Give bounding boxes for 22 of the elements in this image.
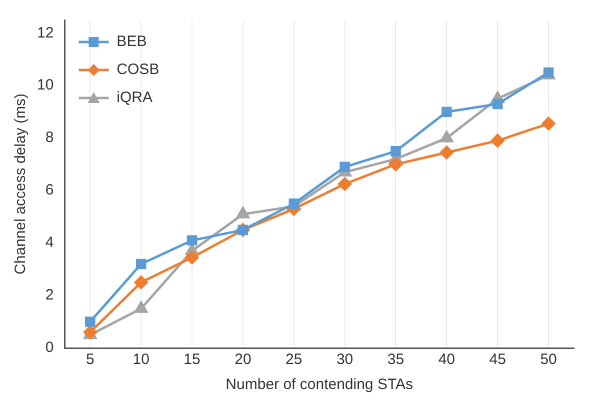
y-tick-label: 6 [45,182,54,199]
x-tick-label: 20 [234,351,252,368]
x-tick-label: 25 [286,351,302,368]
y-tick-label: 8 [45,129,54,146]
x-axis-title: Number of contending STAs [226,376,414,394]
legend-label: iQRA [116,89,153,106]
legend-label: COSB [116,61,160,78]
y-tick-label: 2 [45,286,54,304]
x-tick-label: 50 [540,351,557,368]
x-tick-label: 10 [132,351,150,368]
x-tick-label: 35 [387,351,404,368]
y-tick-label: 12 [36,24,54,42]
y-tick-label: 4 [45,234,54,252]
x-tick-label: 5 [86,351,94,368]
x-tick-label: 15 [184,351,200,368]
y-tick-label: 10 [36,76,54,94]
x-tick-label: 30 [336,351,354,368]
x-tick-label: 40 [438,351,456,368]
y-axis-title: Channel access delay (ms) [12,94,30,274]
legend-label: BEB [116,33,147,50]
y-tick-label: 0 [45,339,54,356]
x-tick-label: 45 [489,351,506,368]
